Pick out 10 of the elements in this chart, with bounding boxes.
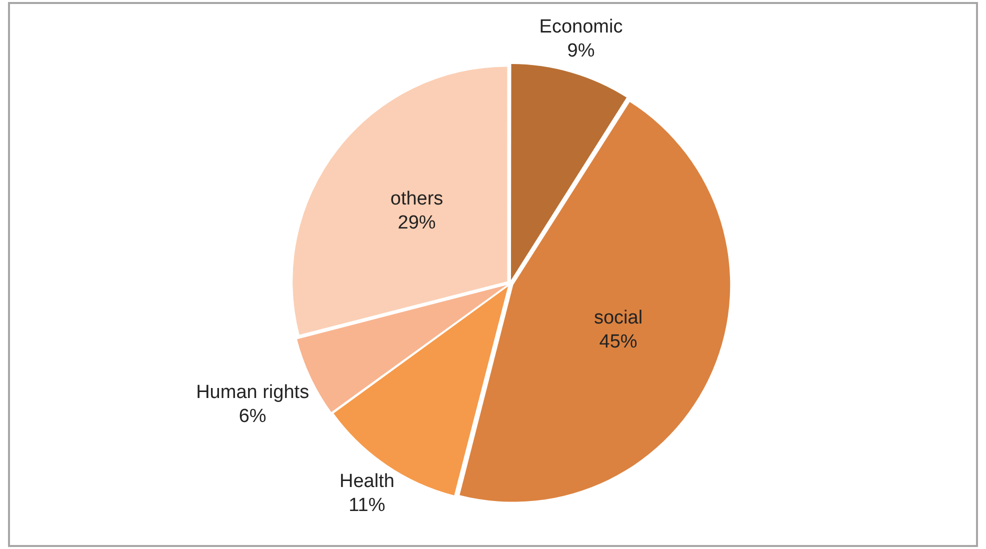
slice-label: Health: [339, 471, 394, 492]
data-label: 6%: [238, 406, 266, 427]
slice-label: Human rights: [196, 382, 310, 403]
data-label: 11%: [348, 495, 386, 516]
slice-label: social: [594, 308, 643, 329]
data-label: 9%: [567, 40, 595, 62]
data-label: 45%: [599, 332, 638, 353]
slice-label: others: [390, 188, 444, 210]
data-label: 29%: [398, 212, 436, 234]
slice-label: Economic: [539, 16, 623, 38]
